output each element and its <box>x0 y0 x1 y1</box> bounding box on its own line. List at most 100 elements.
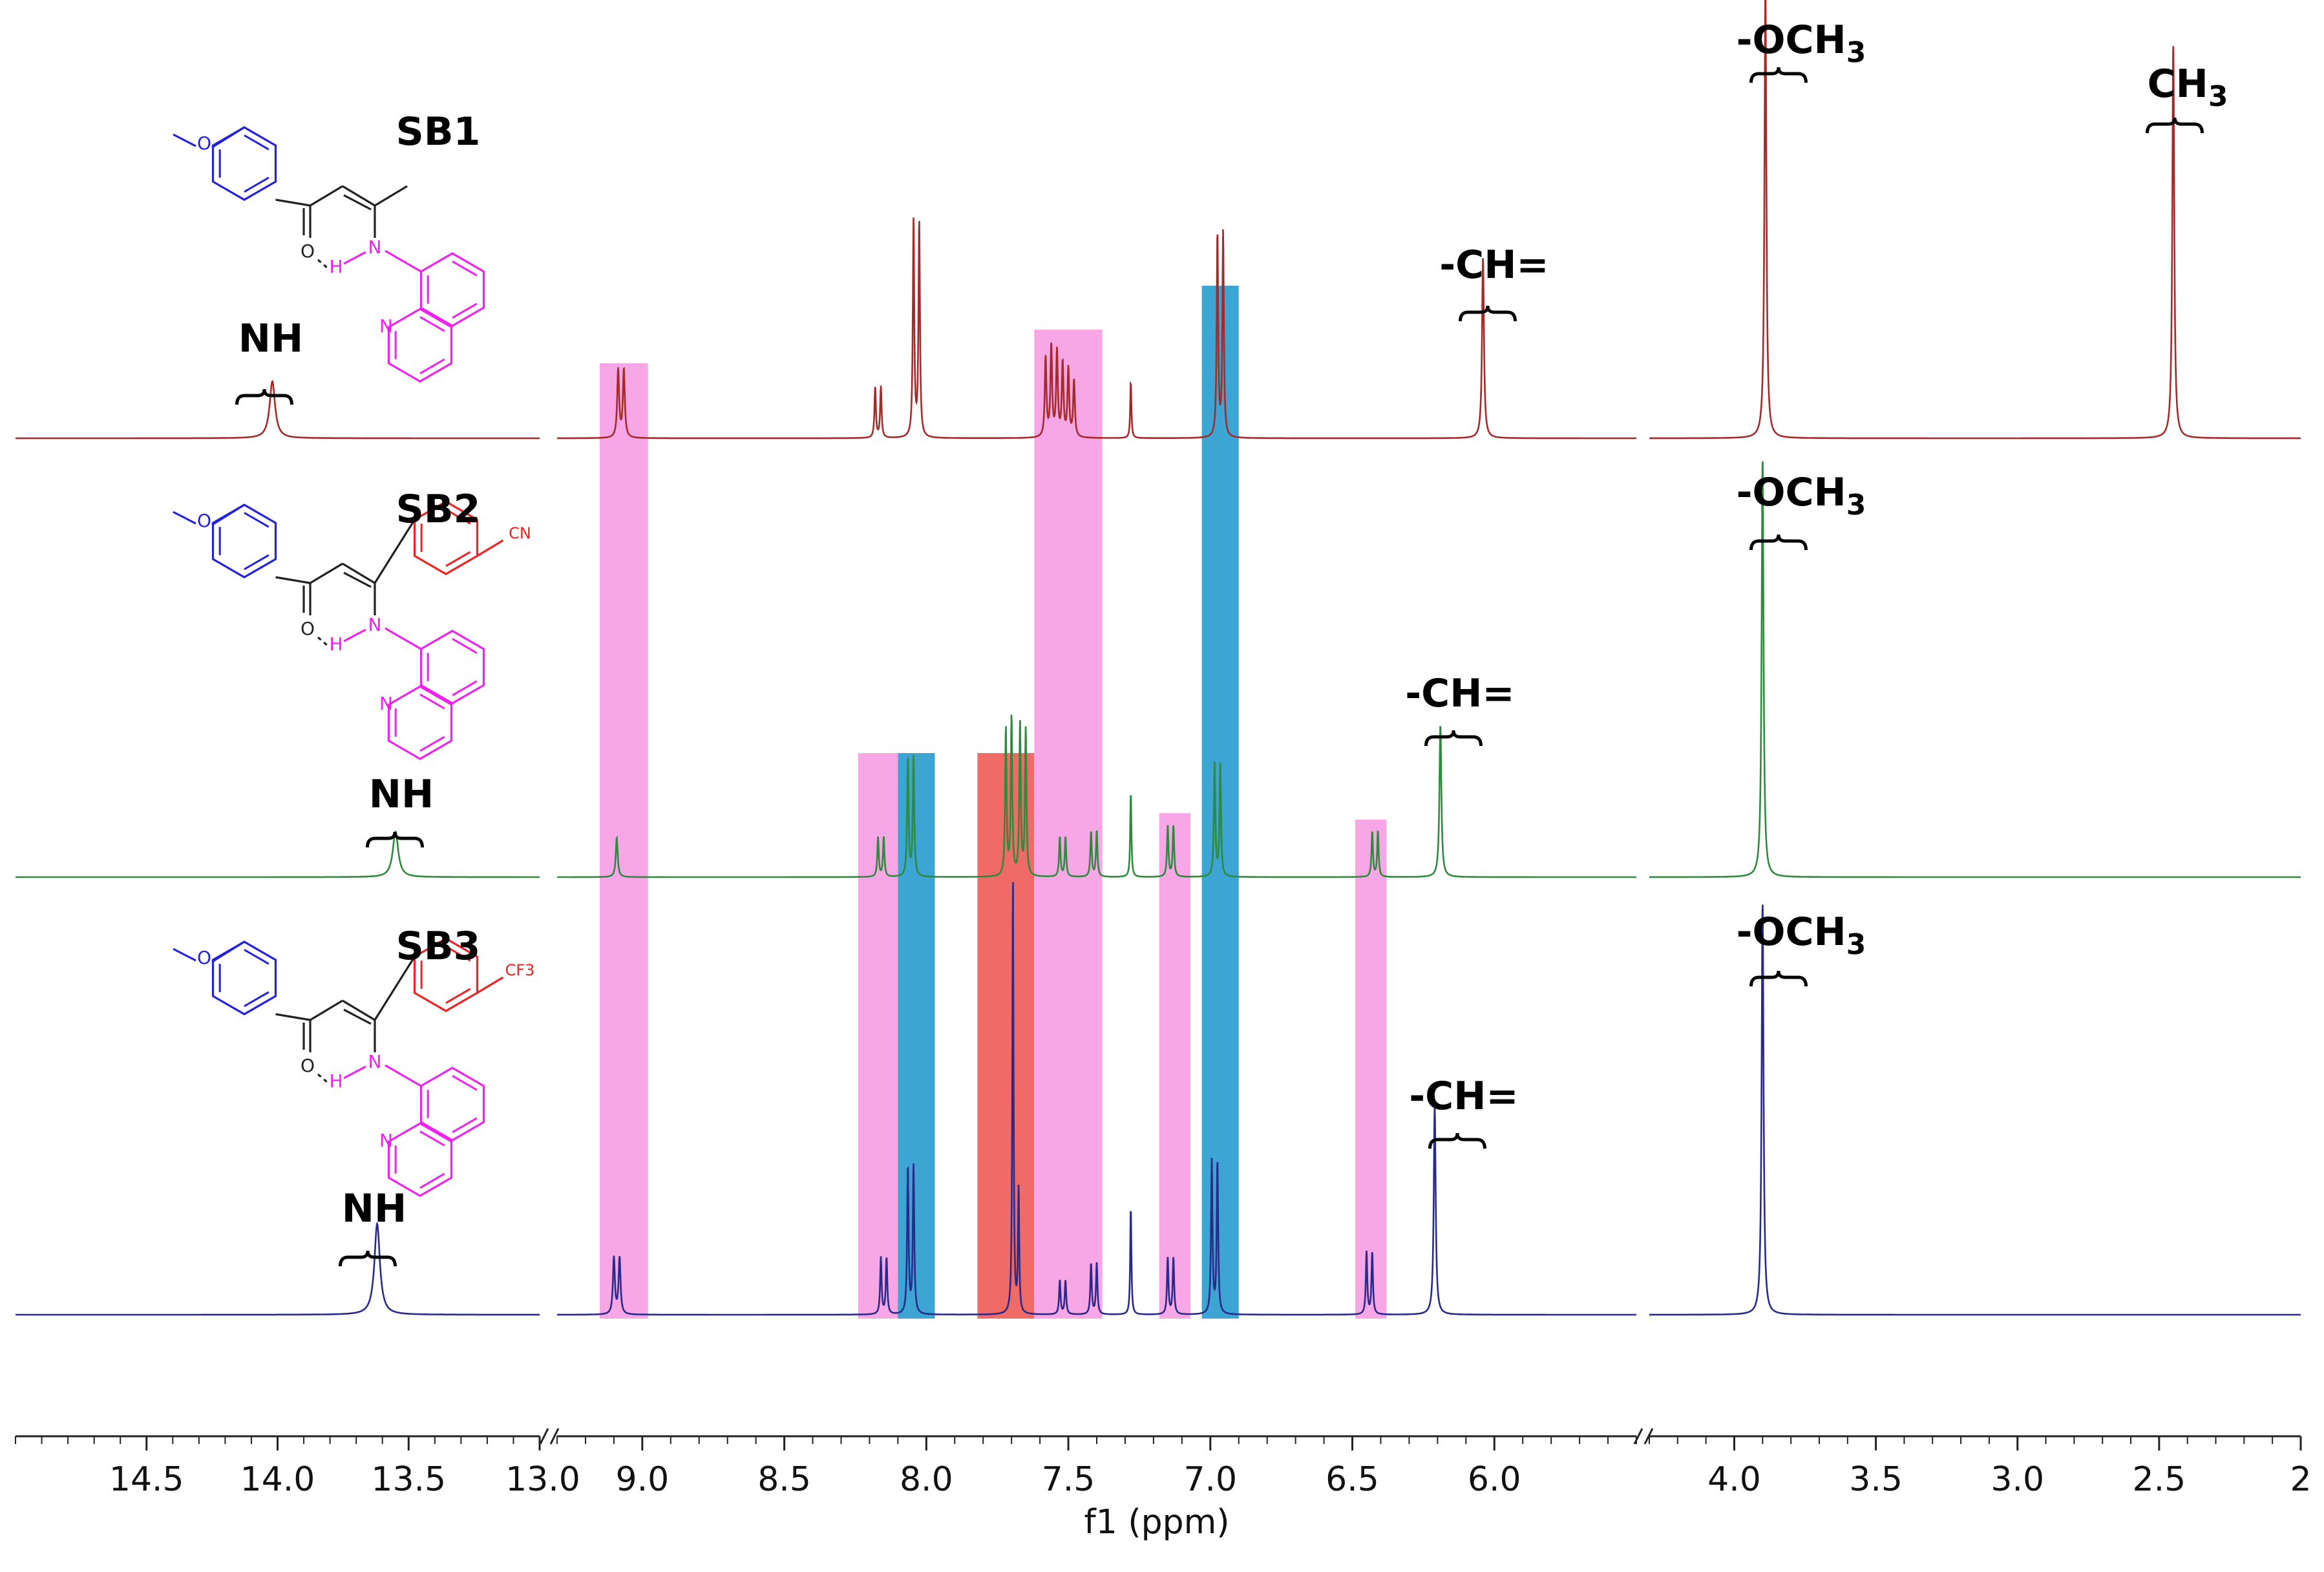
spectrum-trace-segment <box>1649 0 2301 440</box>
substituent-cn: CN <box>509 524 531 542</box>
vinyl-double-bond <box>343 1008 372 1025</box>
amine-hydrogen-atom: H <box>329 1070 343 1092</box>
quinoline-ring-b <box>387 685 453 760</box>
spectrum-sb1 <box>16 0 2301 440</box>
hydrogen-bond <box>317 259 328 269</box>
nh-brace-sb3 <box>339 1250 397 1267</box>
amine-nitrogen-atom: N <box>368 1051 382 1072</box>
methyl-bond <box>173 511 196 525</box>
quinoline-nitrogen-atom: N <box>379 315 393 337</box>
spectrum-trace-segment <box>16 379 540 440</box>
ch-brace-sb1 <box>1459 305 1517 322</box>
methoxyphenyl-ring-double-bond <box>244 176 269 193</box>
substituent-bond <box>476 539 504 557</box>
aryl-carbonyl-bond <box>275 1013 311 1021</box>
methoxyphenyl-ring <box>211 940 277 1015</box>
compound-label-sb2: SB2 <box>396 487 481 532</box>
spectrum-sb2 <box>16 461 2301 878</box>
methoxyphenyl-ring-double-bond <box>244 134 269 151</box>
axis-break-mark <box>539 1428 549 1445</box>
methoxyphenyl-ring-double-bond <box>244 554 269 570</box>
tick-label: 2 <box>2290 1460 2311 1499</box>
tick-label: 2.5 <box>2133 1460 2186 1499</box>
n-h-bond <box>343 251 366 265</box>
ch3-brace-sb1 <box>2146 117 2204 134</box>
spectrum-sb3 <box>16 882 2301 1316</box>
nh-label-sb1: NH <box>238 316 303 361</box>
aryl-substituent-ring-double-bond <box>445 988 471 1004</box>
methoxy-bond <box>211 126 245 149</box>
carbonyl-oxygen-atom: O <box>301 618 315 639</box>
highlight-bands <box>599 286 1387 1319</box>
quinoline-ring-b-double-bond <box>419 358 445 374</box>
structure-sb3: O O N H N CF3 SB3 <box>173 924 534 1197</box>
amine-nitrogen-atom: N <box>368 614 382 635</box>
ch-label-sb2: -CH= <box>1405 671 1514 716</box>
quinoline-ring-a-double-bond <box>452 1075 478 1091</box>
methoxyphenyl-ring <box>211 504 277 579</box>
ch-brace-sb3 <box>1428 1132 1486 1149</box>
nh-brace-sb1 <box>235 388 293 405</box>
tick-label: 7.5 <box>1042 1460 1095 1499</box>
ch-brace-sb2 <box>1424 730 1483 747</box>
tick-label: 9.0 <box>615 1460 669 1499</box>
vinyl-bond-2 <box>342 185 375 207</box>
amine-hydrogen-atom: H <box>329 256 343 277</box>
quinoline-ring-a-double-bond <box>452 1117 478 1133</box>
spectrum-trace-segment <box>557 217 1636 440</box>
methyl-bond <box>173 133 196 147</box>
hydrogen-bond <box>317 636 328 646</box>
tick-label: 3.5 <box>1849 1460 1903 1499</box>
highlight-band <box>898 753 935 1319</box>
x-axis-title: f1 (ppm) <box>1084 1503 1229 1542</box>
methoxyphenyl-ring <box>211 126 277 201</box>
methyl-substituent-bond <box>374 185 408 207</box>
amine-hydrogen-atom: H <box>329 633 343 655</box>
spectrum-trace-segment <box>557 714 1636 878</box>
n-quinoline-bond <box>385 250 422 273</box>
x-axis: 14.5 14.0 13.5 13.0 9.0 8.5 8.0 7.5 7.0 6.5 6.0 4.0… <box>15 1428 2312 1542</box>
nh-brace-sb2 <box>366 831 424 848</box>
quinoline-ring-a-double-bond <box>452 303 478 319</box>
vinyl-bond-2 <box>342 562 375 584</box>
methoxyphenyl-ring-double-bond <box>244 991 269 1007</box>
spectra-traces <box>16 0 2301 1316</box>
spectrum-trace-segment <box>557 882 1636 1316</box>
aryl-substituent-ring-double-bond <box>445 551 471 567</box>
methoxyphenyl-ring-double-bond <box>244 512 269 528</box>
quinoline-ring-b <box>387 1122 453 1197</box>
highlight-band <box>599 363 648 1319</box>
vinyl-double-bond <box>343 194 372 211</box>
quinoline-ring-a-double-bond <box>452 638 478 654</box>
quinoline-ring-b <box>387 308 453 383</box>
n-quinoline-bond <box>385 627 422 650</box>
tick-label: 13.0 <box>505 1460 580 1499</box>
tick-label: 13.5 <box>371 1460 446 1499</box>
n-h-bond <box>343 628 366 643</box>
quinoline-ring-b-double-bond <box>419 694 445 710</box>
spectrum-trace-segment <box>1649 904 2301 1316</box>
aryl-carbonyl-bond <box>275 198 311 207</box>
tick-label: 6.0 <box>1468 1460 1521 1499</box>
methyl-bond <box>173 948 196 962</box>
spectrum-trace-segment <box>1649 461 2301 878</box>
structure-sb2: O O N H N CN SB2 <box>173 487 531 760</box>
och3-label-sb3: -OCH3 <box>1737 909 1866 961</box>
tick-label: 6.5 <box>1326 1460 1379 1499</box>
hydrogen-bond <box>317 1073 328 1083</box>
tick-label: 4.0 <box>1707 1460 1761 1499</box>
axis-break-mark <box>549 1428 560 1445</box>
aryl-substituent-ring-double-bond <box>445 509 471 525</box>
axis-break-mark <box>1643 1428 1654 1445</box>
methoxy-oxygen-atom: O <box>197 133 211 154</box>
och3-label-sb1: -OCH3 <box>1737 17 1866 69</box>
n-quinoline-bond <box>385 1064 422 1087</box>
nh-label-sb2: NH <box>369 772 434 817</box>
vinyl-bond <box>310 185 343 207</box>
aryl-bond <box>374 956 416 1021</box>
quinoline-ring-b-double-bond <box>419 736 445 752</box>
ch-label-sb1: -CH= <box>1439 242 1548 288</box>
